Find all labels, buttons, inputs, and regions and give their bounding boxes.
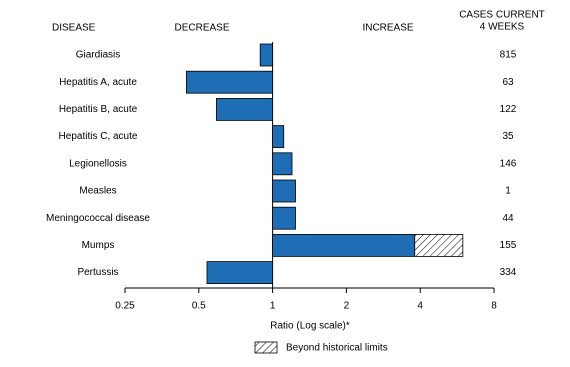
header-cases: 4 WEEKS [480,22,525,33]
x-tick-label: 8 [491,301,497,312]
disease-label: Mumps [82,240,115,251]
cases-value: 815 [500,50,517,61]
cases-value: 44 [502,213,514,224]
header-increase: INCREASE [362,23,413,34]
x-tick-label: 2 [344,301,350,312]
cases-value: 1 [505,186,511,197]
legend-label: Beyond historical limits [286,343,388,354]
x-axis-label: Ratio (Log scale)* [270,321,350,332]
beyond-limits-bar [414,233,464,257]
bar [259,43,273,67]
bar [272,125,285,148]
cases-value: 146 [500,158,517,169]
bar [272,179,296,203]
disease-label: Hepatitis B, acute [59,104,138,115]
disease-label: Hepatitis A, acute [59,77,137,88]
disease-label: Hepatitis C, acute [59,131,138,142]
cases-value: 334 [500,267,517,278]
bar [272,233,416,257]
header-decrease: DECREASE [174,23,229,34]
x-tick-label: 0.5 [192,301,206,312]
disease-label: Giardiasis [76,50,120,61]
x-tick-label: 4 [417,301,423,312]
cases-value: 122 [500,104,517,115]
x-tick-label: 1 [270,301,276,312]
cases-value: 35 [502,131,514,142]
disease-label: Meningococcal disease [46,213,150,224]
bar [272,206,296,230]
bar [206,261,273,285]
disease-label: Legionellosis [69,158,127,169]
legend-swatch [254,341,278,354]
header-disease: DISEASE [52,23,96,34]
bar [272,152,293,176]
bar [216,98,273,121]
disease-label: Measles [79,186,116,197]
header-cases: CASES CURRENT [459,10,545,21]
disease-label: Pertussis [77,267,118,278]
cases-value: 63 [502,77,514,88]
x-tick-label: 0.25 [115,301,135,312]
bar [185,70,274,94]
cases-value: 155 [500,240,517,251]
